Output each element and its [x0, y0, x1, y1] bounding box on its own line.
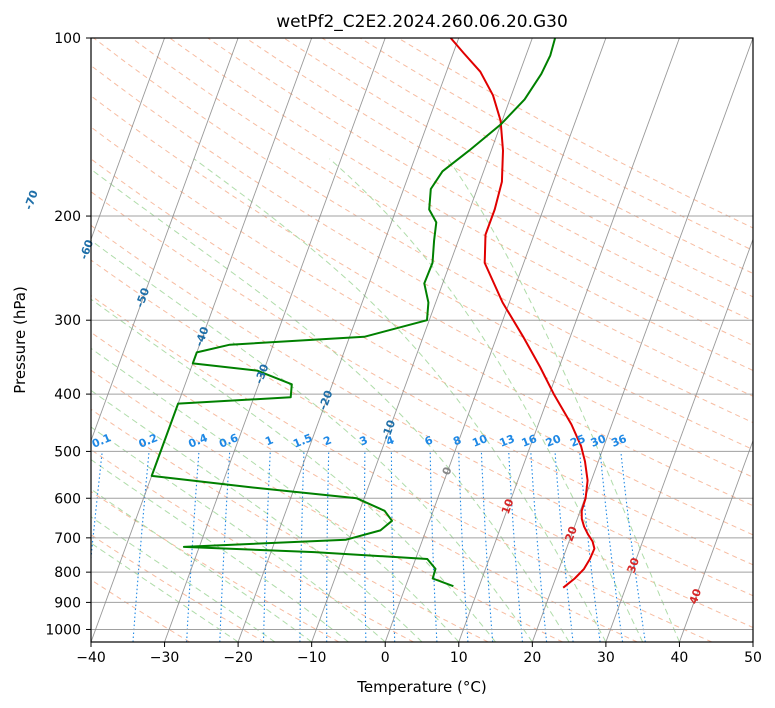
- y-tick-label: 200: [54, 209, 81, 225]
- sounding-series: [150, 38, 596, 589]
- mixing-ratio-line: [620, 451, 646, 642]
- isotherm-line: [91, 38, 239, 442]
- x-tick-label: 50: [744, 650, 762, 666]
- y-tick-label: 900: [54, 595, 81, 611]
- isotherm-line: [531, 38, 753, 642]
- isotherm-line: [384, 38, 607, 642]
- isotherm-label: 10: [499, 497, 517, 516]
- y-tick-label: 1000: [45, 622, 81, 638]
- isotherm-line: [311, 38, 533, 642]
- mixing-ratio-label: 30: [589, 432, 608, 450]
- mixing-ratio-line: [579, 451, 601, 642]
- x-tick-label: 10: [450, 650, 468, 666]
- x-tick-label: −10: [297, 650, 327, 666]
- isotherm-label: 40: [687, 587, 705, 606]
- mixing-ratio-label: 2: [322, 433, 334, 448]
- moist-adiabat-line: [91, 168, 570, 642]
- dry-adiabat-line: [283, 38, 753, 298]
- dry-adiabat-line: [91, 369, 563, 642]
- x-axis-label: Temperature (°C): [356, 678, 486, 696]
- isotherm-line: [91, 38, 165, 241]
- plot-frame: [90, 37, 754, 643]
- isotherm-line: [91, 38, 313, 642]
- dry-adiabat-line: [91, 259, 753, 629]
- mixing-ratio-label: 3: [358, 433, 370, 448]
- y-tick-label: 600: [54, 491, 81, 507]
- moist-adiabat-line: [91, 239, 533, 642]
- dry-adiabat-line: [93, 38, 753, 424]
- dry-adiabat-line: [91, 408, 489, 642]
- y-tick-label: 100: [54, 31, 81, 47]
- x-tick-label: 0: [381, 650, 390, 666]
- mixing-ratio-label: 10: [470, 432, 489, 450]
- y-tick-label: 300: [54, 313, 81, 329]
- mixing-ratio-label: 25: [568, 432, 587, 450]
- x-tick-label: 40: [671, 650, 689, 666]
- y-axis-label: Pressure (hPa): [11, 286, 29, 394]
- isotherm-line: [458, 38, 680, 642]
- moist-adiabat-line: [91, 389, 423, 642]
- mixing-ratio-line: [554, 451, 574, 642]
- dry-adiabat-line: [91, 490, 340, 642]
- y-tick-label: 500: [54, 444, 81, 460]
- isotherm-label: 20: [562, 524, 580, 543]
- dry-adiabat-line: [169, 38, 753, 372]
- mixing-ratio-label: 13: [498, 432, 517, 450]
- mixing-ratio-line: [91, 451, 103, 563]
- mixing-ratio-label: 36: [609, 432, 628, 450]
- mixing-ratio-label: 8: [451, 433, 463, 448]
- y-tick-label: 700: [54, 531, 81, 547]
- temperature-profile-line: [449, 38, 596, 589]
- isotherm-line: [605, 238, 753, 642]
- x-tick-label: −20: [223, 650, 253, 666]
- x-tick-label: 20: [523, 650, 541, 666]
- isotherms: [91, 38, 753, 642]
- pressure-gridlines: [91, 38, 753, 630]
- chart-title: wetPf2_C2E2.2024.260.06.20.G30: [276, 12, 568, 32]
- y-tick-label: 400: [54, 387, 81, 403]
- mixing-ratio-label: 1: [263, 433, 275, 448]
- x-axis-ticks: −40 −30 −20 −10 0 10 20 30 40 50: [76, 642, 762, 666]
- dry-adiabat-line: [91, 95, 753, 478]
- isotherm-line: [237, 38, 460, 642]
- isotherm-label: 30: [625, 556, 643, 575]
- dry-adiabat-line: [91, 158, 753, 536]
- mixing-ratio-label: 20: [544, 432, 563, 450]
- x-tick-label: 30: [597, 650, 615, 666]
- dewpoint-profile-line: [150, 38, 557, 588]
- isotherm-line: [164, 38, 386, 642]
- y-tick-label: 800: [54, 565, 81, 581]
- x-tick-label: −40: [76, 650, 106, 666]
- x-tick-label: −30: [150, 650, 180, 666]
- dry-adiabat-line: [245, 38, 753, 322]
- mixing-ratio-label: 16: [520, 432, 539, 450]
- mixing-ratio-lines: [91, 451, 646, 642]
- isotherm-line: [679, 439, 753, 642]
- line-annotations: -100-90-80-70-60-50-40-30-20-10010203040…: [22, 188, 705, 606]
- dry-adiabat-line: [91, 295, 713, 642]
- y-axis-ticks: 100 200 300 400 500 600 700 800 900 1000: [45, 31, 91, 638]
- dry-adiabat-line: [91, 224, 753, 597]
- mixing-ratio-line: [599, 451, 624, 642]
- dry-adiabat-line: [91, 534, 265, 642]
- isotherm-label: 0: [440, 465, 455, 477]
